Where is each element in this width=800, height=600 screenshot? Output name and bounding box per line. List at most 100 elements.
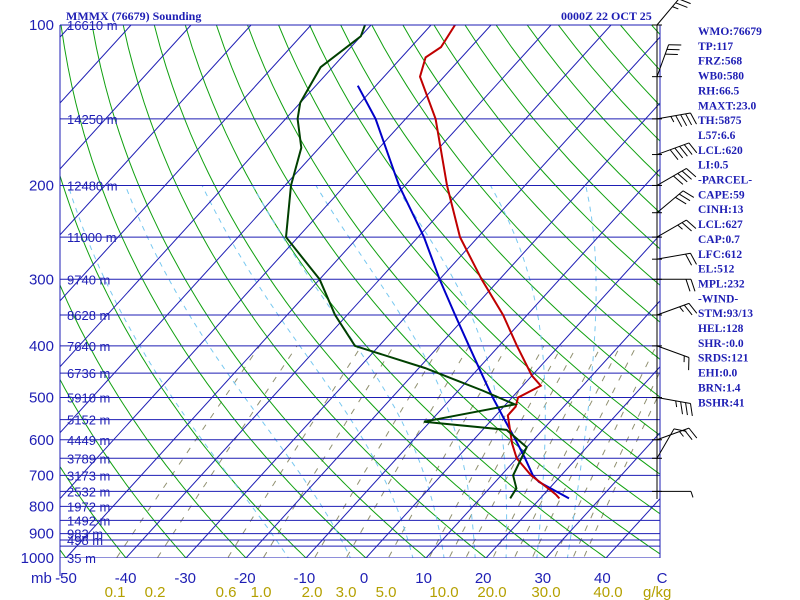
mixing-ratio-line: [513, 345, 621, 558]
dry-adiabat: [122, 25, 487, 558]
dry-adiabat: [309, 25, 660, 437]
height-label: 498 m: [67, 533, 103, 548]
moist-adiabat: [490, 185, 546, 558]
height-label: 2532 m: [67, 484, 110, 499]
isotherm: [185, 36, 660, 558]
pressure-label: 1000: [21, 550, 54, 567]
wind-barb-flag: [686, 168, 697, 178]
station-info-line: WMO:76679: [698, 26, 762, 38]
isotherm: [60, 25, 252, 236]
dry-adiabat: [60, 283, 247, 558]
mixing-ratio-line: [428, 345, 545, 558]
isotherm: [60, 25, 192, 170]
station-info-line: LFC:612: [698, 249, 742, 261]
wind-barb-flag: [682, 190, 695, 198]
wind-barb-flag: [669, 149, 679, 160]
mixing-ratio-line: [465, 345, 578, 558]
wind-barb-flag: [685, 279, 691, 292]
isotherm: [60, 25, 132, 104]
station-info-line: LI:0.5: [698, 160, 729, 172]
mb-label: mb: [31, 570, 52, 587]
dry-adiabat: [557, 25, 660, 142]
station-info-line: BSHR:41: [698, 397, 745, 409]
mixing-ratio-line: [387, 345, 508, 558]
pressure-label: 200: [29, 177, 54, 194]
dry-adiabat: [433, 25, 660, 286]
height-label: 983 m: [67, 527, 103, 542]
moist-adiabat: [67, 185, 290, 558]
wind-barb-flag: [688, 427, 698, 439]
dry-adiabat: [60, 465, 127, 558]
dry-adiabat: [60, 174, 307, 558]
temperature-trace: [418, 25, 561, 500]
station-info-line: SHR-:0.0: [698, 338, 744, 350]
mixing-ratio-line: [313, 345, 441, 558]
wind-barb-flag: [683, 144, 693, 155]
height-label: 5910 m: [67, 391, 110, 406]
dry-adiabat: [464, 25, 660, 250]
wind-barb-flag: [685, 113, 693, 126]
wind-barb-shaft: [656, 427, 690, 441]
height-label: 1492 m: [67, 513, 110, 528]
station-info-line: -PARCEL-: [698, 175, 752, 187]
station-info-line: CAP:0.7: [698, 234, 740, 246]
temperature-tick: -10: [294, 570, 316, 587]
temperature-tick: -40: [115, 570, 137, 587]
height-label: 7640 m: [67, 339, 110, 354]
mixing-ratio-label: 0.6: [216, 584, 237, 600]
height-label: 6736 m: [67, 366, 110, 381]
temperature-tick: -20: [234, 570, 256, 587]
pressure-label: 600: [29, 432, 54, 449]
wind-barb-half: [675, 400, 678, 408]
temperature-tick: 0: [360, 570, 368, 587]
height-label: 8628 m: [67, 308, 110, 323]
station-info-line: -WIND-: [698, 293, 738, 305]
wind-barb-flag: [680, 0, 691, 5]
height-label: 12480 m: [67, 178, 118, 193]
wind-barb-half: [672, 6, 679, 10]
pressure-label: 300: [29, 271, 54, 288]
mixing-ratio-line: [531, 345, 637, 558]
wind-barb-shaft: [656, 397, 691, 404]
mixing-ratio-label: 20.0: [477, 584, 506, 600]
station-info-line: HEL:128: [698, 323, 744, 335]
background-lines: [60, 25, 660, 558]
temperature-tick: 40: [594, 570, 611, 587]
station-info-line: TH:5875: [698, 115, 742, 127]
dry-adiabat: [588, 25, 660, 107]
wind-barb-flag: [675, 196, 687, 205]
dry-adiabat: [247, 25, 660, 515]
wind-barb-flag: [674, 147, 684, 159]
wind-barb-flag: [675, 115, 683, 127]
dry-adiabat: [91, 25, 427, 558]
moist-adiabat: [124, 185, 352, 558]
temperature-tick: C: [657, 570, 668, 587]
wind-barb-flag: [690, 279, 696, 292]
wind-barb-flag: [686, 219, 697, 229]
moist-adiabat: [252, 185, 445, 558]
wind-barb-flag: [679, 146, 688, 157]
wind-barb-flag: [690, 253, 697, 265]
wind-barb-half: [670, 116, 675, 123]
temperature-tick: -50: [55, 570, 77, 587]
height-label: 5152 m: [67, 413, 110, 428]
station-info-line: SRDS:121: [698, 353, 749, 365]
wind-barb-shaft: [656, 44, 670, 77]
pressure-label: 500: [29, 390, 54, 407]
temperature-tick: 10: [415, 570, 432, 587]
station-title: MMMX (76679) Sounding: [66, 9, 201, 23]
station-info-panel: WMO:76679 TP:117 FRZ:568 WB0:580 RH:66.5 MAXT…: [698, 26, 762, 409]
station-info-line: FRZ:568: [698, 56, 742, 68]
height-label: 16610 m: [67, 18, 118, 33]
wind-barb-shaft: [656, 190, 684, 214]
isotherm: [485, 366, 660, 558]
mixing-ratio-label: 3.0: [336, 584, 357, 600]
mixing-ratio-label: 30.0: [531, 584, 560, 600]
station-info-line: LCL:627: [698, 219, 743, 231]
wind-barb-shaft: [656, 345, 690, 358]
header: MMMX (76679) Sounding 0000Z 22 OCT 25: [66, 9, 652, 23]
mixing-ratio-unit: g/kg: [643, 584, 671, 600]
wind-barb-half: [679, 431, 684, 437]
